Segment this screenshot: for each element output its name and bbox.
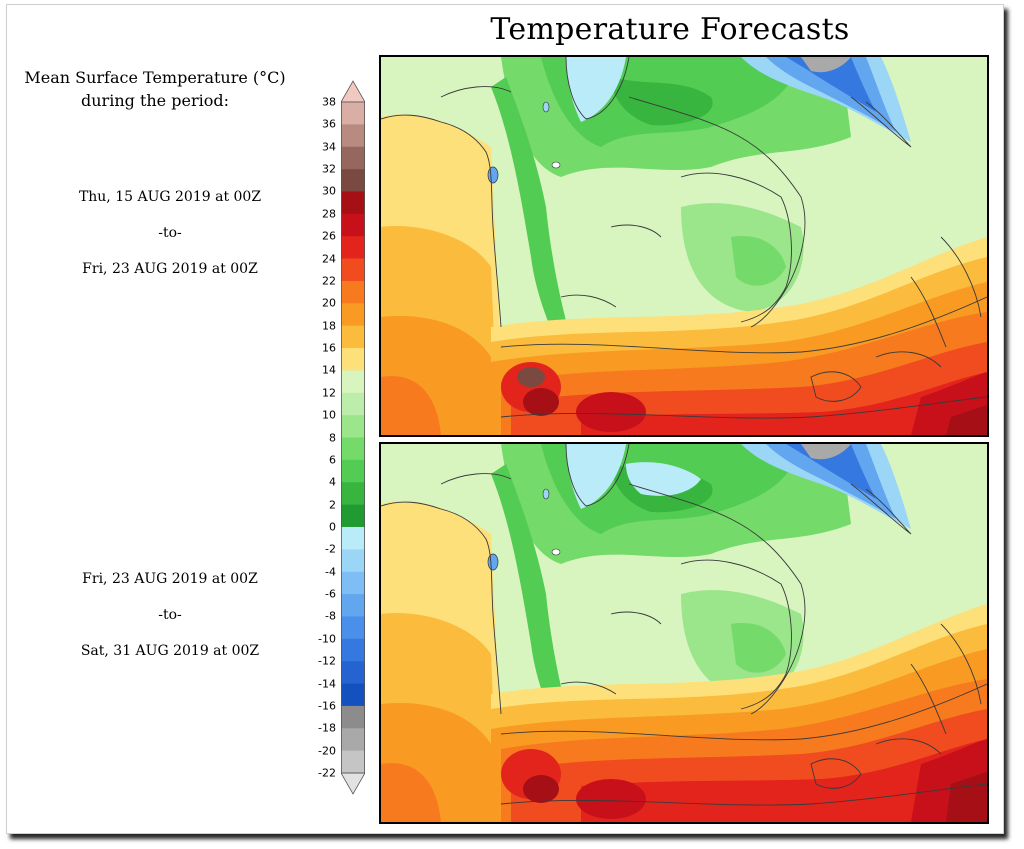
scale-bin [341,124,365,148]
scale-bin [341,504,365,528]
scale-tick-label: 2 [329,498,336,512]
scale-tick-label: 6 [329,453,336,467]
legend-title-line2: during the period: [81,91,229,110]
scale-tick-label: -16 [318,699,336,713]
scale-tick-label: 34 [322,140,336,154]
scale-bin [341,750,365,774]
scale-bin [341,616,365,640]
scale-bin [341,705,365,729]
scale-tick-label: 8 [329,431,336,444]
scale-bin [341,102,365,125]
scale-tick-label: 30 [322,184,336,198]
scale-tick-label: -10 [318,632,336,646]
page-title: Temperature Forecasts [490,12,850,47]
legend-title-line1: Mean Surface Temperature (°C) [24,68,286,87]
color-scale-bar [341,80,365,795]
scale-tick-label: 26 [322,229,336,243]
scale-bin [341,594,365,617]
scale-tick-label: 28 [322,207,336,221]
temperature-field [381,57,987,435]
scale-bin [341,392,365,416]
scale-bin [341,146,365,170]
scale-tick-label: -2 [325,542,336,556]
scale-bin-top-arrow [341,80,365,103]
scale-tick-label: 10 [322,408,336,422]
scale-bin [341,280,365,304]
scale-bin [341,526,365,550]
scale-tick-label: 16 [322,341,336,355]
scale-tick-label: -6 [325,587,336,601]
forecast-map-period-1 [379,55,989,437]
scale-bin [341,415,365,438]
scale-tick-label: 22 [322,274,336,288]
scale-tick-label: 20 [322,296,336,310]
scale-tick-label: 0 [329,520,336,534]
scale-bin [341,213,365,237]
period-2-start: Fri, 23 AUG 2019 at 00Z [82,571,258,587]
scale-bin [341,258,365,282]
period-2-end: Sat, 31 AUG 2019 at 00Z [80,643,260,659]
period-label-2: Fri, 23 AUG 2019 at 00Z -to- Sat, 31 AUG… [10,561,330,669]
scale-bin [341,549,365,572]
scale-tick-label: -18 [318,721,336,735]
scale-tick-label: -12 [318,654,336,668]
temperature-map-1 [381,57,987,435]
scale-bin [341,638,365,662]
coastlines [381,57,987,419]
period-1-start: Thu, 15 AUG 2019 at 00Z [78,189,262,205]
forecast-map-period-2 [379,442,989,824]
scale-tick-label: -8 [325,609,336,623]
color-scale-svg [341,80,365,795]
scale-tick-label: 38 [322,95,336,109]
period-label-1: Thu, 15 AUG 2019 at 00Z -to- Fri, 23 AUG… [10,179,330,287]
scale-tick-label: -20 [318,744,336,758]
scale-bin [341,728,365,751]
scale-bin [341,482,365,505]
scale-tick-label: 4 [329,475,336,489]
scale-tick-label: -4 [325,565,336,579]
scale-tick-label: -22 [318,766,336,780]
scale-bin [341,236,365,259]
scale-bin [341,661,365,684]
coastlines [381,444,987,806]
scale-bin-bottom-arrow [341,772,365,795]
period-1-separator: -to- [158,225,182,241]
scale-tick-label: 18 [322,319,336,333]
scale-tick-label: 36 [322,117,336,131]
scale-bin [341,683,365,707]
scale-bin [341,303,365,326]
color-scale-tick-labels: 38 36 34 32 30 28 26 24 22 20 18 16 14 12 10 8 6 4 2 0 -2 -4-… [300,0,336,849]
scale-tick-label: 32 [322,162,336,176]
scale-bin [341,169,365,192]
scale-bin [341,348,365,371]
scale-bin [341,325,365,349]
scale-tick-label: -14 [318,677,336,691]
scale-bin [341,437,365,461]
scale-outline [341,101,365,774]
scale-bin [341,571,365,595]
temperature-map-2 [381,444,987,822]
scale-tick-label: 12 [322,386,336,400]
period-1-end: Fri, 23 AUG 2019 at 00Z [82,261,258,277]
scale-tick-label: 14 [322,363,336,377]
scale-bin [341,459,365,483]
scale-bin [341,370,365,394]
scale-tick-label: 24 [322,252,336,266]
legend-title: Mean Surface Temperature (°C) during the… [10,66,300,112]
period-2-separator: -to- [158,607,182,623]
scale-bin [341,191,365,215]
